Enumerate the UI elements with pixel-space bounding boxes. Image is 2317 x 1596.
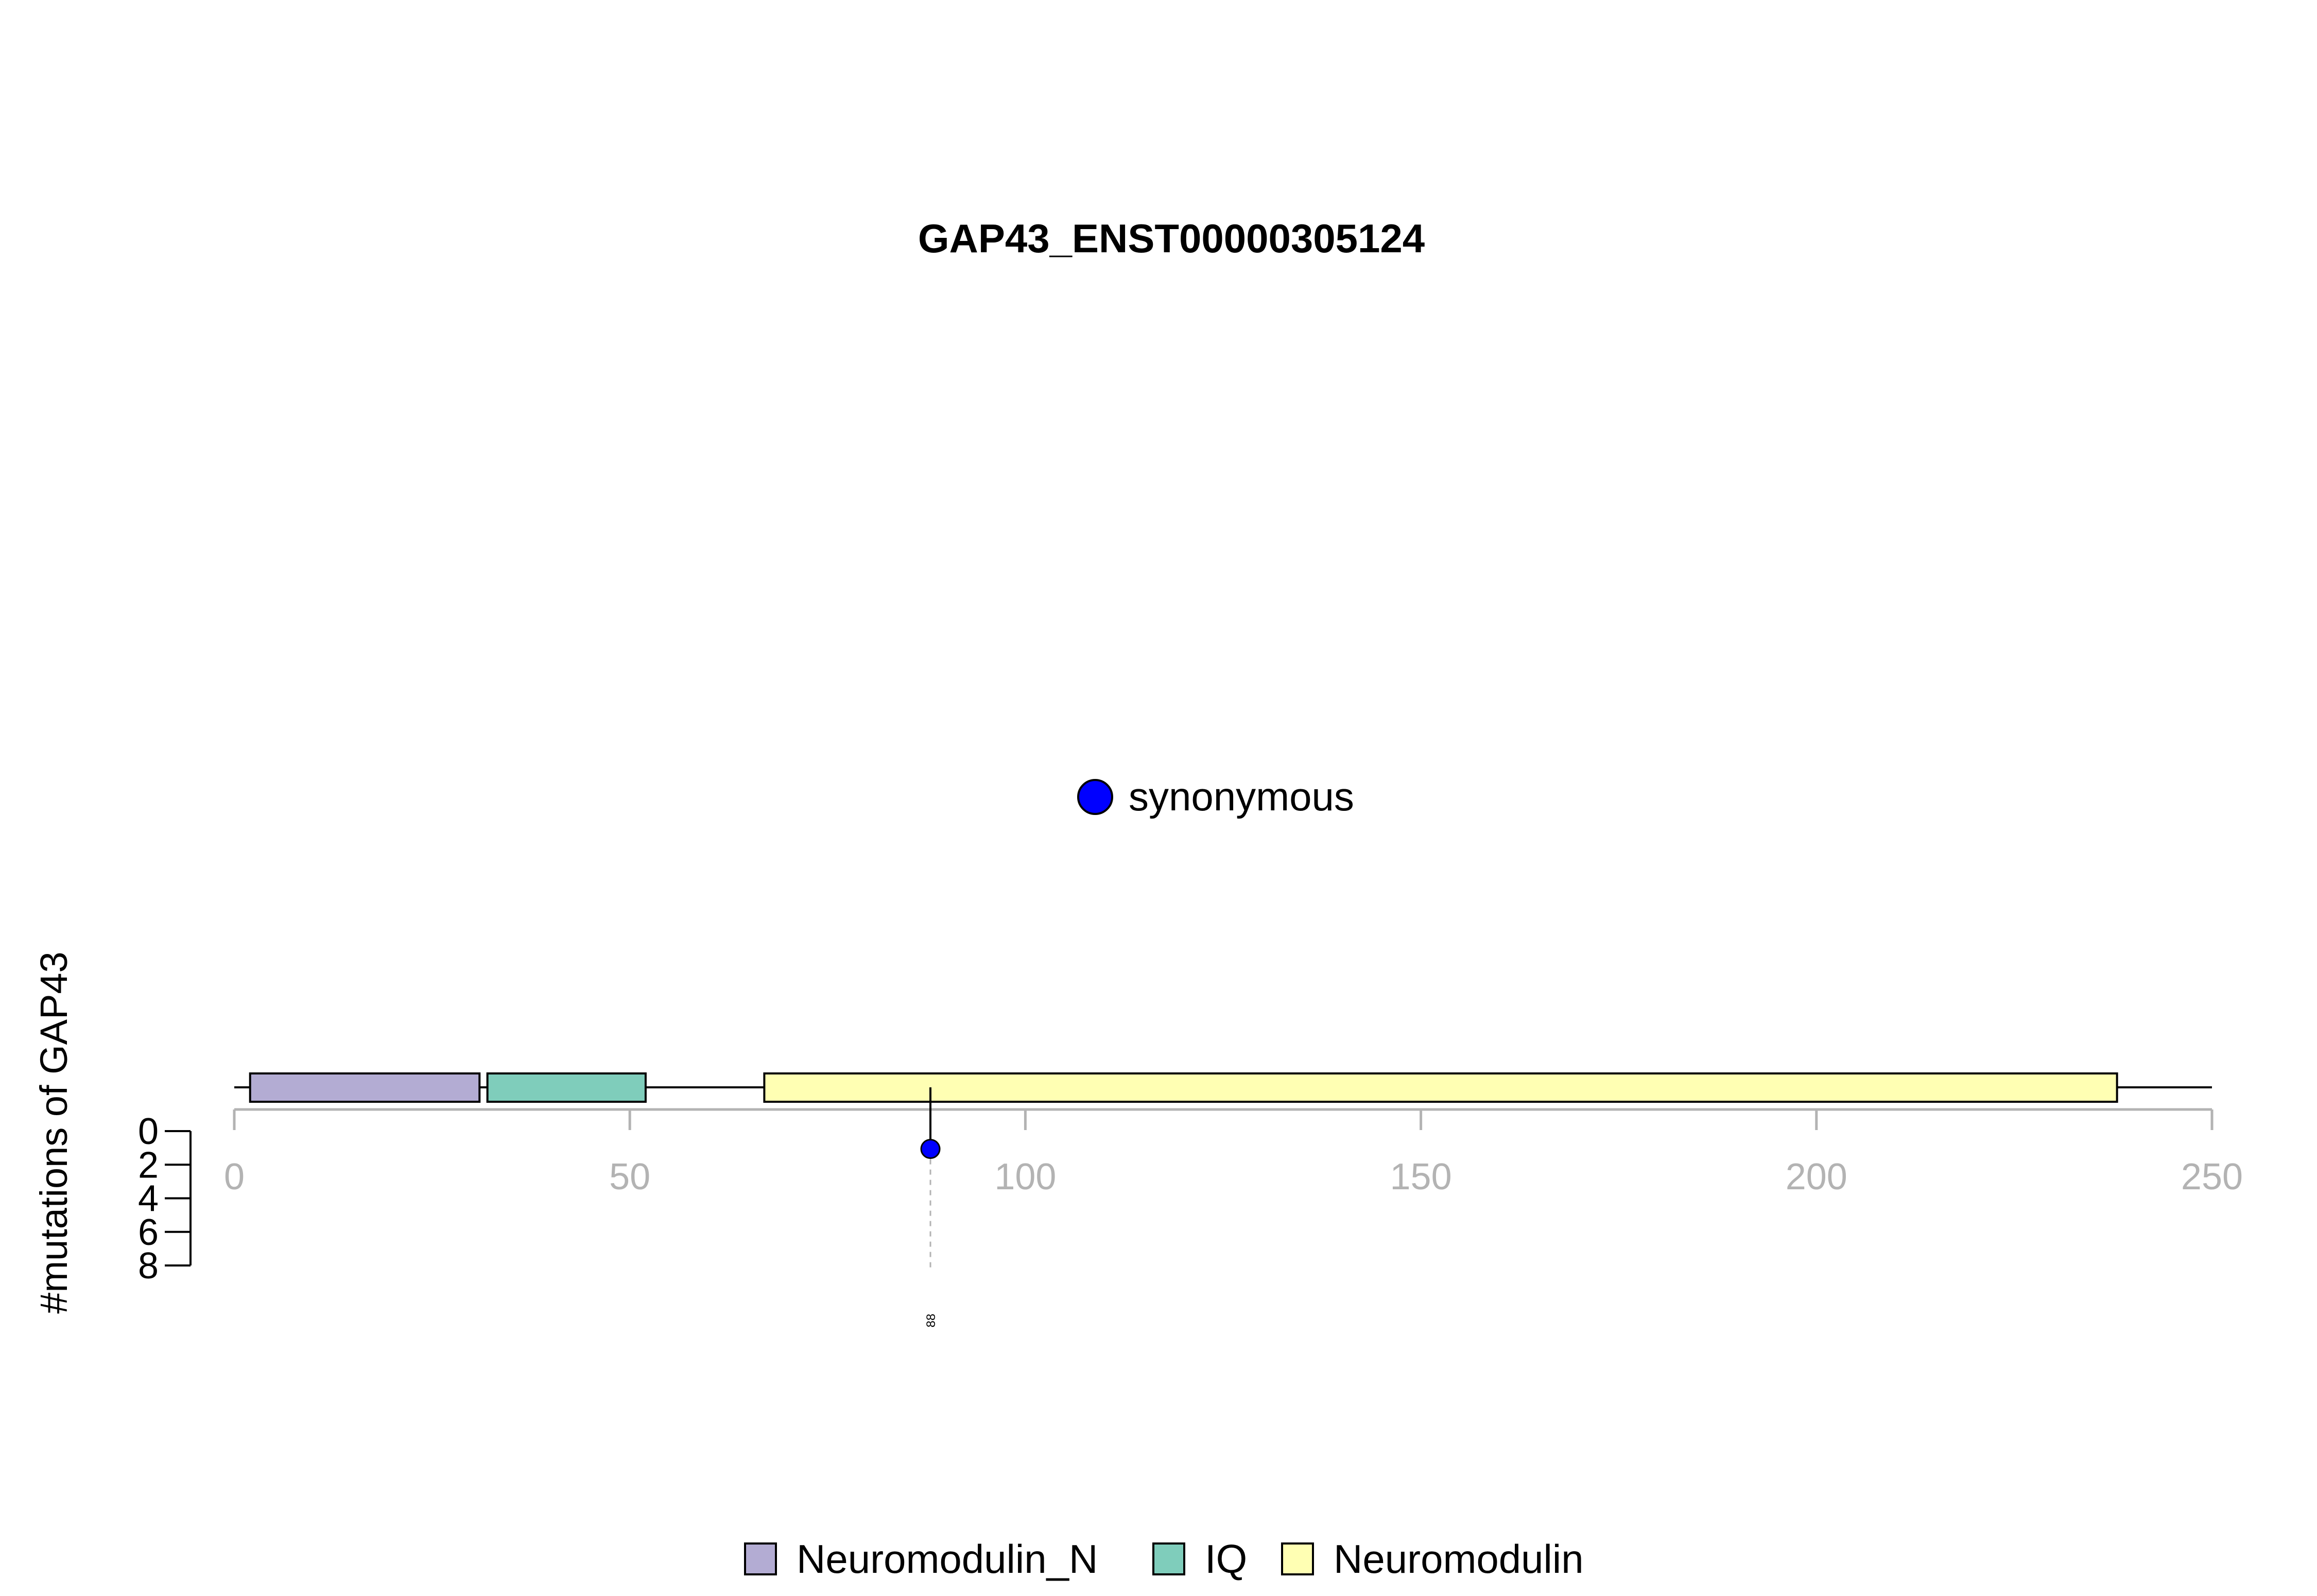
y-tick-label-6: 6 (138, 1212, 159, 1253)
domain-legend-swatch-Neuromodulin (1281, 1542, 1314, 1575)
legend-marker-synonymous (1077, 779, 1113, 815)
x-tick-label-100: 100 (994, 1156, 1056, 1198)
domain-box-IQ (486, 1072, 647, 1103)
y-tick-label-0: 0 (138, 1111, 159, 1152)
chart-title: GAP43_ENST00000305124 (918, 216, 1425, 261)
y-tick-label-8: 8 (138, 1245, 159, 1287)
domain-legend-swatch-Neuromodulin_N (744, 1542, 777, 1575)
mutation-legend: synonymous (1077, 774, 1354, 819)
domain-boxes (249, 1072, 2118, 1103)
mutation-position-label-88: 88 (924, 1314, 938, 1328)
domain-legend: Neuromodulin_N IQ Neuromodulin (744, 1536, 1584, 1582)
domain-legend-label-Neuromodulin: Neuromodulin (1334, 1536, 1584, 1582)
mutation-marker-88 (920, 1139, 941, 1159)
x-tick-label-200: 200 (1786, 1156, 1847, 1198)
y-axis-label: #mutations of GAP43 (32, 951, 75, 1313)
domain-legend-label-Neuromodulin_N: Neuromodulin_N (797, 1536, 1098, 1582)
x-tick-label-250: 250 (2181, 1156, 2243, 1198)
y-tick-label-2: 2 (138, 1144, 159, 1186)
domain-box-Neuromodulin_N (249, 1072, 481, 1103)
y-tick-label-4: 4 (138, 1178, 159, 1220)
domain-legend-swatch-IQ (1152, 1542, 1185, 1575)
x-tick-label-150: 150 (1390, 1156, 1452, 1198)
x-tick-label-0: 0 (224, 1156, 245, 1198)
mutation-lollipops: 88 (920, 1087, 941, 1328)
x-axis: 0 50 100 150 200 250 (224, 1108, 2243, 1198)
legend-label-synonymous: synonymous (1129, 774, 1354, 819)
domain-box-Neuromodulin (763, 1072, 2118, 1103)
domain-legend-label-IQ: IQ (1205, 1536, 1247, 1582)
x-tick-label-50: 50 (609, 1156, 650, 1198)
